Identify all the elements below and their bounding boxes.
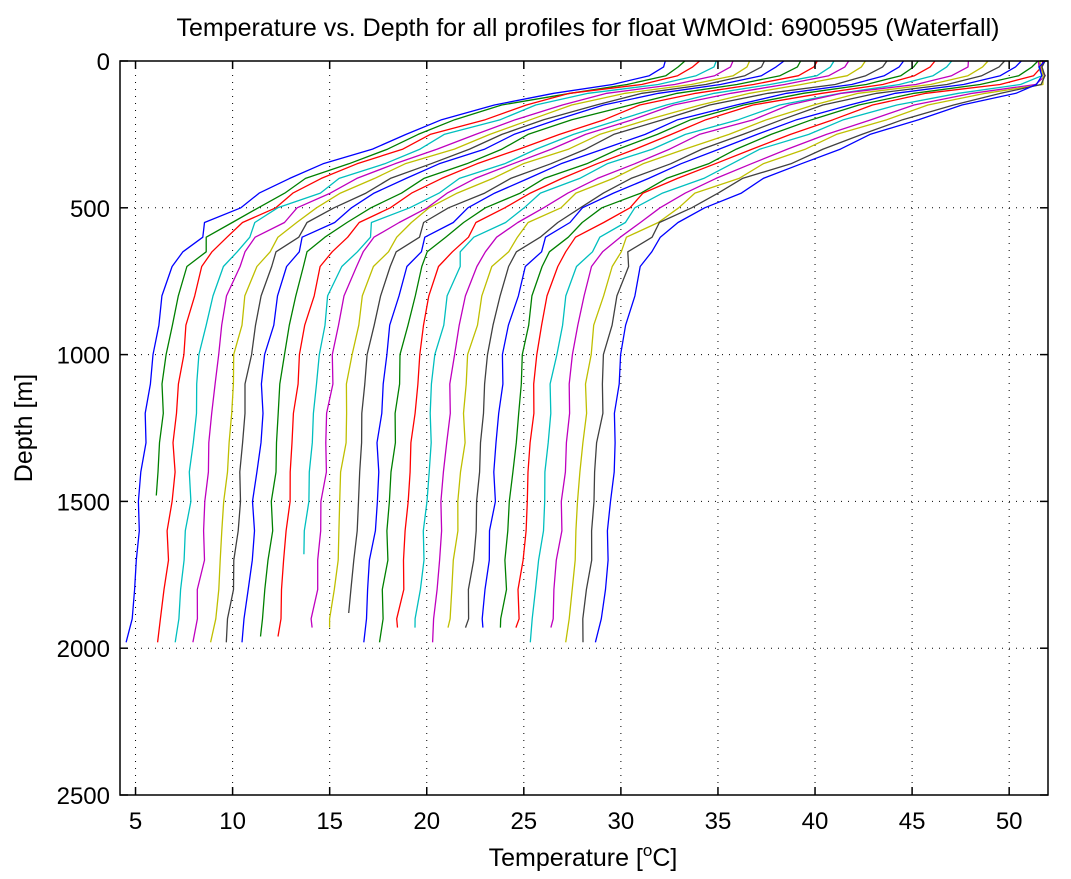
x-tick-label: 25 xyxy=(510,808,537,835)
y-tick-label: 1500 xyxy=(57,489,110,516)
x-tick-label: 35 xyxy=(705,808,732,835)
temperature-profile-line xyxy=(550,60,1046,628)
temperature-profile-line xyxy=(303,60,835,555)
temperature-profile-line xyxy=(241,60,785,643)
x-tick-label: 40 xyxy=(802,808,829,835)
x-tick-label: 10 xyxy=(219,808,246,835)
y-tick-label: 0 xyxy=(97,49,110,76)
temperature-profile-line xyxy=(396,60,936,628)
temperature-profile-line xyxy=(174,60,717,643)
profile-lines xyxy=(125,60,1046,643)
grid-lines xyxy=(120,60,1048,796)
temperature-profile-line xyxy=(414,60,953,628)
y-tick-label: 1000 xyxy=(57,343,110,370)
y-axis-label: Depth [m] xyxy=(10,374,38,482)
y-tick-label: 2000 xyxy=(57,636,110,663)
temperature-profile-line xyxy=(582,60,1046,643)
temperature-profile-line xyxy=(156,60,701,643)
x-tick-label: 45 xyxy=(899,808,926,835)
temperature-profile-line xyxy=(464,60,1006,628)
x-tick-label: 50 xyxy=(996,808,1023,835)
temperature-profile-line xyxy=(481,60,1022,628)
x-tick-label: 20 xyxy=(413,808,440,835)
temperature-profile-line xyxy=(363,60,905,643)
temperature-profile-line xyxy=(447,60,989,628)
temperature-profile-line xyxy=(431,60,970,643)
x-axis-label-superscript: o xyxy=(643,841,652,860)
temperature-profile-line xyxy=(277,60,818,637)
x-axis-label: Temperature [oC] xyxy=(489,841,678,872)
x-tick-label: 30 xyxy=(608,808,635,835)
x-axis-label-suffix: C] xyxy=(652,844,677,872)
temperature-profile-line xyxy=(225,60,765,643)
x-tick-label: 15 xyxy=(316,808,343,835)
temperature-profile-line xyxy=(594,60,1046,643)
temperature-profile-line xyxy=(565,60,1044,643)
temperature-profile-line xyxy=(529,60,1043,643)
y-tick-label: 2500 xyxy=(57,783,110,810)
temperature-profile-line xyxy=(515,60,1044,628)
temperature-profile-line xyxy=(192,60,734,643)
temperature-profile-line xyxy=(155,60,686,496)
x-axis-label-prefix: Temperature [ xyxy=(489,844,643,872)
temperature-profile-line xyxy=(259,60,802,637)
temperature-profile-line xyxy=(125,60,666,643)
temperature-profile-line xyxy=(209,60,751,643)
temperature-profile-line xyxy=(348,60,888,614)
x-tick-label: 5 xyxy=(129,808,142,835)
y-tick-label: 500 xyxy=(70,196,110,223)
temperature-profile-line xyxy=(328,60,866,628)
chart-title: Temperature vs. Depth for all profiles f… xyxy=(176,14,999,42)
temperature-profile-line xyxy=(499,60,1039,628)
temperature-profile-line xyxy=(378,60,919,643)
plot-area-frame xyxy=(119,60,1049,796)
temperature-profile-line xyxy=(310,60,850,628)
